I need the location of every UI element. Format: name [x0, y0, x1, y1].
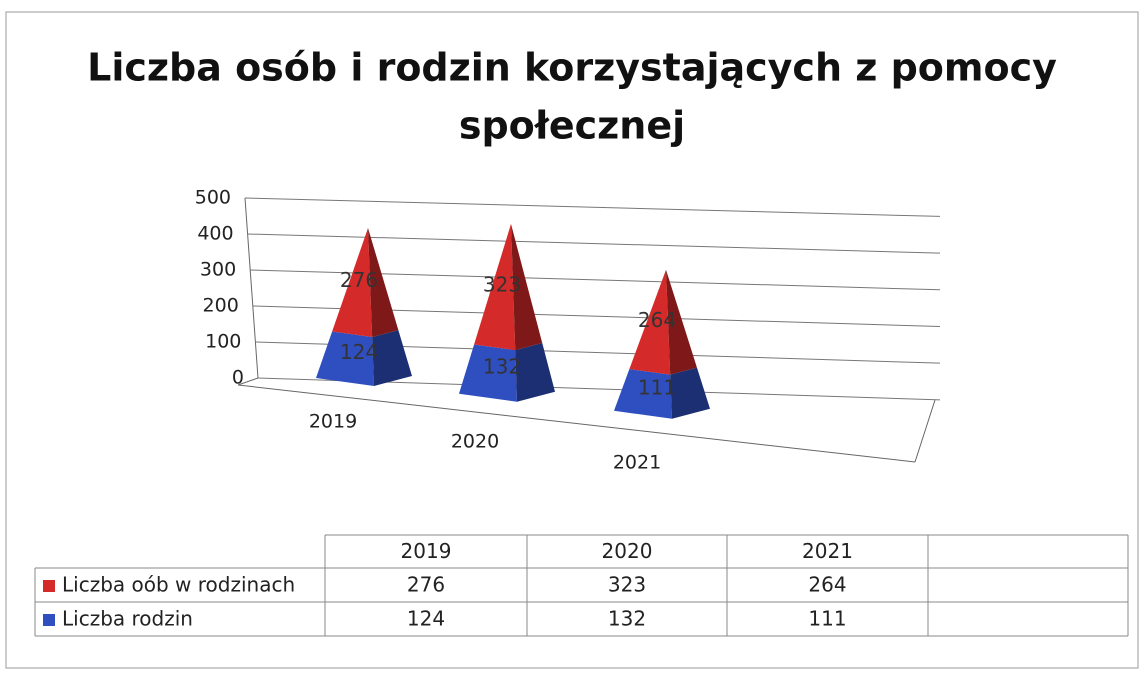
pyramid-face — [474, 223, 516, 351]
pyramid-segment — [474, 223, 543, 351]
pyramid-face — [368, 228, 399, 338]
floor-edge — [237, 384, 916, 463]
table-cell: 276 — [407, 573, 445, 597]
pyramid-face — [372, 330, 412, 386]
data-label: 276 — [340, 268, 378, 292]
pyramid-face — [332, 228, 373, 338]
y-tick-label: 200 — [203, 295, 239, 317]
y-tick-label: 0 — [232, 367, 244, 389]
legend-label: Liczba oób w rodzinach — [62, 573, 295, 597]
pyramid-segment — [614, 367, 710, 419]
pyramid-face — [670, 367, 710, 419]
y-tick-label: 100 — [205, 331, 241, 353]
y-tick-label: 400 — [197, 223, 233, 245]
table-header: 2020 — [602, 539, 653, 563]
legend-swatch — [43, 614, 55, 626]
x-tick-label: 2020 — [451, 431, 499, 453]
pyramid-segment — [332, 228, 399, 338]
pyramid-segment — [316, 330, 412, 386]
table-cell: 323 — [608, 573, 646, 597]
table-cell: 124 — [407, 607, 445, 631]
floor-edge — [914, 399, 936, 463]
legend-swatch — [43, 580, 55, 592]
pyramid-face — [316, 331, 374, 386]
legend-label: Liczba rodzin — [62, 607, 193, 631]
data-label: 132 — [483, 354, 521, 378]
data-label: 124 — [340, 340, 378, 364]
pyramid-face — [629, 269, 671, 375]
table-cell: 264 — [808, 573, 846, 597]
grid-line — [244, 197, 941, 217]
table-header: 2021 — [802, 539, 853, 563]
chart-title: społecznej — [459, 104, 685, 148]
x-tick-label: 2019 — [309, 411, 357, 433]
y-tick-label: 500 — [195, 187, 231, 209]
x-tick-label: 2021 — [613, 452, 661, 474]
table-cell: 132 — [608, 607, 646, 631]
chart-title: Liczba osób i rodzin korzystających z po… — [87, 46, 1057, 90]
pyramid-face — [515, 343, 555, 402]
axis-line — [244, 197, 259, 379]
y-tick-label: 300 — [200, 259, 236, 281]
pyramid-segment — [459, 343, 555, 402]
data-label: 111 — [638, 375, 676, 399]
data-label: 264 — [638, 308, 676, 332]
data-table: 2019 2020 2021 Liczba oób w rodzinach 276 323… — [34, 534, 1129, 637]
floor-edge — [237, 377, 259, 386]
pyramid-face — [614, 369, 672, 419]
pyramid-segment — [629, 269, 697, 375]
table-cell: 111 — [808, 607, 846, 631]
data-label: 323 — [483, 273, 521, 297]
pyramid-face — [666, 269, 697, 375]
chart-frame — [5, 11, 1139, 669]
plot-area: 0 100 200 300 400 500 124 276 2019 132 323 2020 111 2… — [195, 187, 941, 474]
grid-line — [247, 233, 941, 254]
table-header: 2019 — [401, 539, 452, 563]
pyramid-face — [459, 344, 517, 402]
pyramid-face — [511, 223, 543, 351]
